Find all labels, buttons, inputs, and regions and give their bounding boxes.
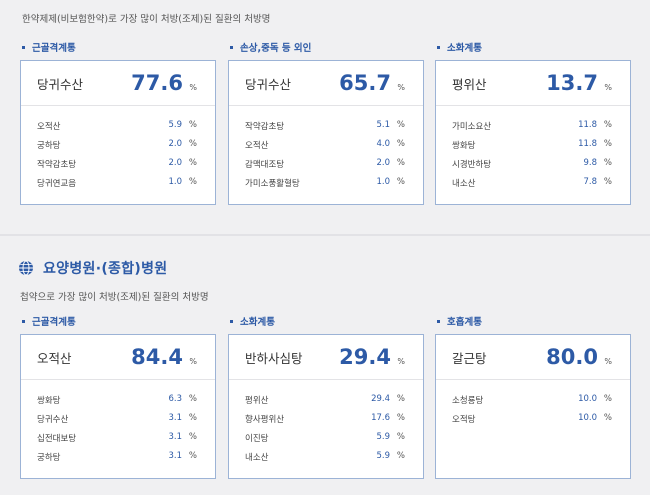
section-hospitals: 요양병원·(종합)병원 첩약으로 가장 많이 처방(조제)된 질환의 처방명 근… — [0, 238, 650, 495]
list-item: 시경반하탕 9.8% — [452, 158, 612, 170]
square-bullet-icon — [22, 45, 25, 49]
prescription-card: 당귀수산 65.7 % 작약감초탕 5.1% 오적산 4.0% 감맥대조탕 2.0% … — [228, 60, 424, 205]
section-caption: 한약제제(비보험한약)로 가장 많이 처방(조제)된 질환의 처방명 — [22, 14, 271, 25]
card-header: 반하사심탕 29.4 % — [229, 335, 423, 380]
unit-label: % — [397, 83, 405, 92]
category-label: 소화계통 — [435, 41, 631, 54]
list-item: 쌍화탕 6.3% — [37, 394, 197, 406]
list-item: 오적산 5.9% — [37, 120, 197, 132]
column-musculoskeletal: 근골격계통 오적산 84.4 % 쌍화탕 6.3% 당귀수산 3.1% 십전대보탕 3… — [20, 315, 216, 479]
list-item: 내소산 7.8% — [452, 177, 612, 189]
top-prescription-name: 갈근탕 — [452, 350, 487, 366]
column-digestive: 소화계통 평위산 13.7 % 가미소요산 11.8% 쌍화탕 11.8% 시경반하… — [435, 41, 631, 205]
globe-icon — [19, 260, 33, 276]
category-label: 소화계통 — [228, 315, 424, 328]
prescription-list: 평위산 29.4% 향사평위산 17.6% 이진탕 5.9% 내소산 5.9% — [229, 380, 423, 466]
list-item: 당귀수산 3.1% — [37, 413, 197, 425]
list-item: 오적탕 10.0% — [452, 413, 612, 425]
list-item: 이진탕 5.9% — [245, 432, 405, 444]
category-label: 호흡계통 — [435, 315, 631, 328]
unit-label: % — [189, 83, 197, 92]
top-prescription-value: 13.7 — [546, 71, 598, 95]
list-item: 가미소요산 11.8% — [452, 120, 612, 132]
unit-label: % — [604, 83, 612, 92]
column-musculoskeletal: 근골격계통 당귀수산 77.6 % 오적산 5.9% 궁하탕 2.0% 작약감초탕 2… — [20, 41, 216, 205]
list-item: 향사평위산 17.6% — [245, 413, 405, 425]
category-label: 근골격계통 — [20, 41, 216, 54]
top-prescription-name: 당귀수산 — [245, 76, 292, 92]
prescription-card: 평위산 13.7 % 가미소요산 11.8% 쌍화탕 11.8% 시경반하탕 9.8%… — [435, 60, 631, 205]
top-prescription-value: 65.7 — [339, 71, 391, 95]
prescription-card: 반하사심탕 29.4 % 평위산 29.4% 향사평위산 17.6% 이진탕 5.9%… — [228, 334, 424, 479]
column-respiratory: 호흡계통 갈근탕 80.0 % 소청룡탕 10.0% 오적탕 10.0% — [435, 315, 631, 479]
square-bullet-icon — [437, 319, 440, 323]
top-prescription-name: 당귀수산 — [37, 76, 84, 92]
top-prescription-name: 평위산 — [452, 76, 487, 92]
top-prescription-value: 84.4 — [131, 345, 183, 369]
section-oriental-clinic: 한약제제(비보험한약)로 가장 많이 처방(조제)된 질환의 처방명 근골격계통… — [0, 0, 650, 232]
list-item: 궁하탕 2.0% — [37, 139, 197, 151]
prescription-card: 갈근탕 80.0 % 소청룡탕 10.0% 오적탕 10.0% — [435, 334, 631, 479]
section-title: 요양병원·(종합)병원 — [18, 258, 167, 278]
unit-label: % — [397, 357, 405, 366]
prescription-card: 오적산 84.4 % 쌍화탕 6.3% 당귀수산 3.1% 십전대보탕 3.1% 궁하… — [20, 334, 216, 479]
list-item: 작약감초탕 5.1% — [245, 120, 405, 132]
prescription-list: 쌍화탕 6.3% 당귀수산 3.1% 십전대보탕 3.1% 궁하탕 3.1% — [21, 380, 215, 466]
list-item: 평위산 29.4% — [245, 394, 405, 406]
prescription-list: 작약감초탕 5.1% 오적산 4.0% 감맥대조탕 2.0% 가미소풍활혈탕 1.0% — [229, 106, 423, 192]
unit-label: % — [189, 357, 197, 366]
column-digestive: 소화계통 반하사심탕 29.4 % 평위산 29.4% 향사평위산 17.6% 이진… — [228, 315, 424, 479]
card-header: 당귀수산 65.7 % — [229, 61, 423, 106]
prescription-list: 오적산 5.9% 궁하탕 2.0% 작약감초탕 2.0% 당귀연교음 1.0% — [21, 106, 215, 192]
card-header: 당귀수산 77.6 % — [21, 61, 215, 106]
list-item: 내소산 5.9% — [245, 451, 405, 463]
prescription-list: 가미소요산 11.8% 쌍화탕 11.8% 시경반하탕 9.8% 내소산 7.8% — [436, 106, 630, 192]
prescription-list: 소청룡탕 10.0% 오적탕 10.0% — [436, 380, 630, 428]
card-header: 평위산 13.7 % — [436, 61, 630, 106]
square-bullet-icon — [22, 319, 25, 323]
column-injury: 손상,중독 등 외인 당귀수산 65.7 % 작약감초탕 5.1% 오적산 4.0%… — [228, 41, 424, 205]
card-header: 갈근탕 80.0 % — [436, 335, 630, 380]
list-item: 소청룡탕 10.0% — [452, 394, 612, 406]
top-prescription-value: 77.6 — [131, 71, 183, 95]
list-item: 당귀연교음 1.0% — [37, 177, 197, 189]
list-item: 궁하탕 3.1% — [37, 451, 197, 463]
list-item: 가미소풍활혈탕 1.0% — [245, 177, 405, 189]
card-header: 오적산 84.4 % — [21, 335, 215, 380]
unit-label: % — [604, 357, 612, 366]
square-bullet-icon — [437, 45, 440, 49]
category-label: 근골격계통 — [20, 315, 216, 328]
section-divider — [0, 234, 650, 236]
top-prescription-value: 80.0 — [546, 345, 598, 369]
top-prescription-name: 오적산 — [37, 350, 72, 366]
list-item: 작약감초탕 2.0% — [37, 158, 197, 170]
top-prescription-value: 29.4 — [339, 345, 391, 369]
square-bullet-icon — [230, 319, 233, 323]
list-item: 오적산 4.0% — [245, 139, 405, 151]
list-item: 십전대보탕 3.1% — [37, 432, 197, 444]
category-label: 손상,중독 등 외인 — [228, 41, 424, 54]
list-item: 쌍화탕 11.8% — [452, 139, 612, 151]
list-item: 감맥대조탕 2.0% — [245, 158, 405, 170]
square-bullet-icon — [230, 45, 233, 49]
section-title-text: 요양병원·(종합)병원 — [43, 261, 168, 277]
prescription-card: 당귀수산 77.6 % 오적산 5.9% 궁하탕 2.0% 작약감초탕 2.0% 당귀… — [20, 60, 216, 205]
section-caption: 첩약으로 가장 많이 처방(조제)된 질환의 처방명 — [20, 292, 209, 303]
top-prescription-name: 반하사심탕 — [245, 350, 303, 366]
